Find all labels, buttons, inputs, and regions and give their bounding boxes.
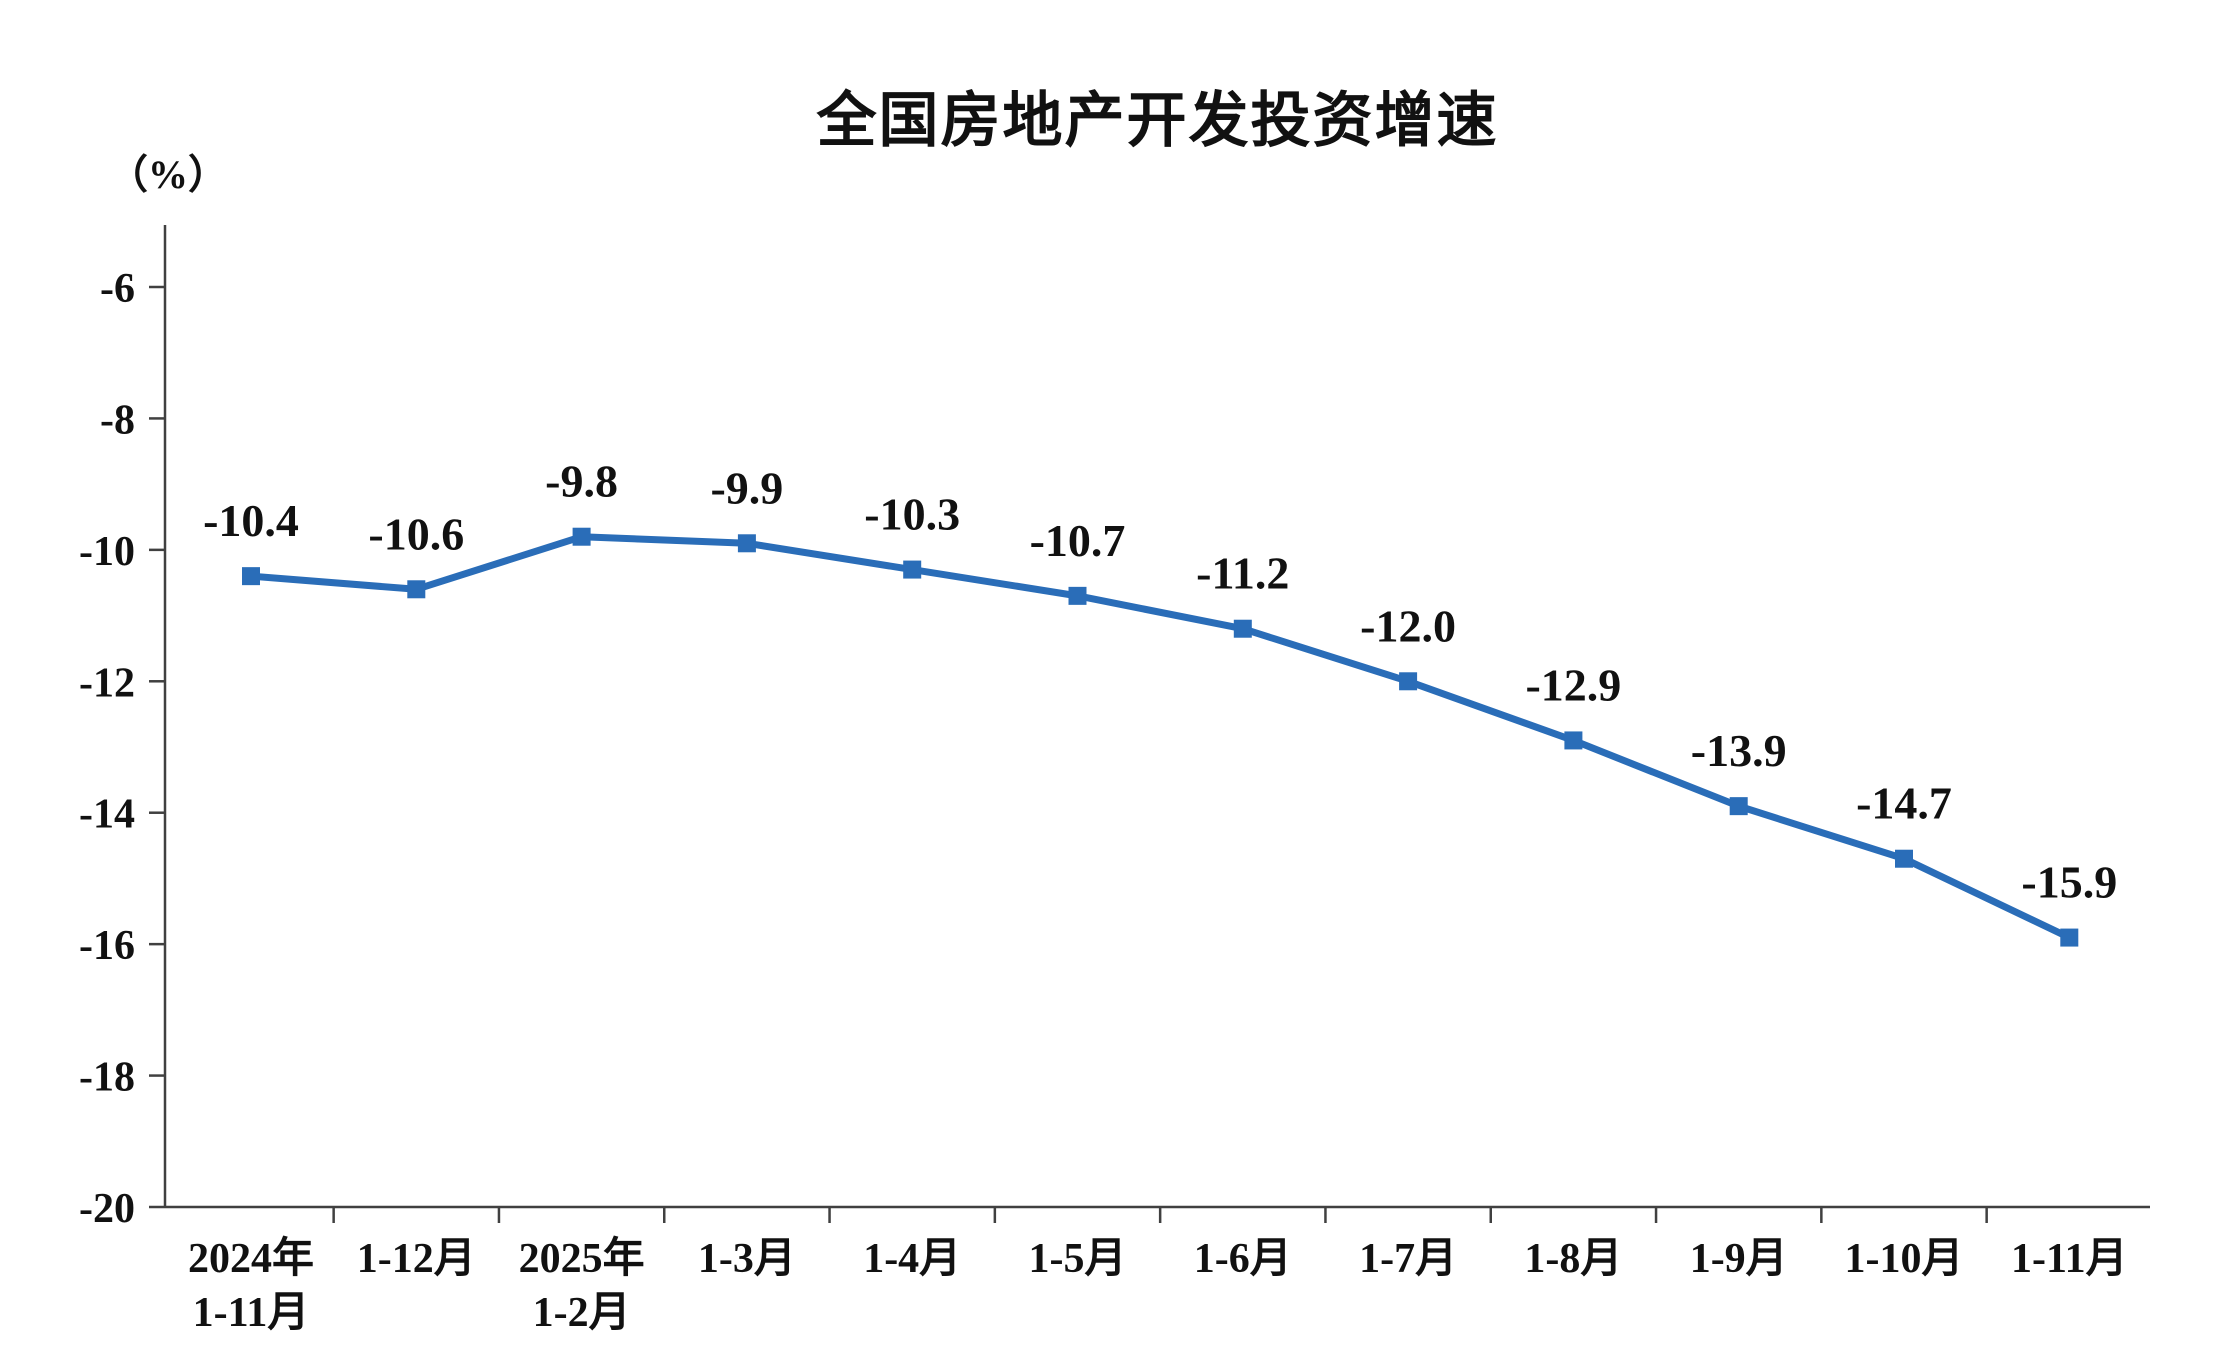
data-point-marker [737,534,756,553]
y-tick-label: -6 [100,266,135,312]
data-label: -10.7 [1030,515,1126,566]
x-category-label: 1-12月 [357,1236,476,1282]
x-category-label: 1-5月 [1029,1236,1127,1282]
x-category-label: 2024年 [188,1235,314,1282]
data-point-marker [1233,619,1252,638]
data-label: -12.0 [1360,600,1456,651]
y-tick-label: -16 [79,923,135,969]
data-label: -10.6 [368,508,464,559]
y-tick-label: -18 [79,1055,135,1101]
data-point-marker [572,527,591,546]
y-tick-label: -10 [79,529,135,575]
y-tick-label: -20 [79,1186,135,1232]
data-label: -10.4 [203,495,299,546]
data-label: -15.9 [2021,857,2117,908]
x-category-label: 1-8月 [1524,1236,1622,1282]
data-label: -12.9 [1525,659,1621,710]
x-category-label: 1-2月 [533,1290,631,1336]
y-tick-label: -8 [100,397,135,443]
data-point-marker [1564,731,1583,750]
data-label: -10.3 [864,489,960,540]
x-category-label: 1-11月 [193,1290,310,1336]
x-category-label: 1-3月 [698,1236,796,1282]
x-category-label: 2025年 [519,1235,645,1282]
x-category-label: 1-11月 [2011,1236,2128,1282]
y-tick-label: -12 [79,660,135,706]
x-category-label: 1-6月 [1194,1236,1292,1282]
data-label: -11.2 [1196,548,1289,599]
x-category-label: 1-4月 [863,1236,961,1282]
data-point-marker [2060,928,2079,947]
series-line [247,533,2073,942]
data-label: -14.7 [1856,778,1952,829]
data-point-marker [1399,672,1418,691]
data-point-marker [407,580,426,599]
x-category-label: 1-7月 [1359,1236,1457,1282]
data-point-marker [1895,849,1913,868]
data-label: -9.8 [545,456,618,507]
x-category-label: 1-9月 [1690,1236,1788,1282]
data-point-marker [1068,586,1087,605]
data-point-marker [242,567,260,586]
data-point-marker [1729,797,1748,816]
chart-title: 全国房地产开发投资增速 [816,87,1499,154]
data-label: -13.9 [1691,725,1787,776]
y-axis-unit-label: （%） [108,152,228,197]
y-tick-label: -14 [79,792,135,838]
x-category-label: 1-10月 [1845,1236,1964,1282]
data-point-marker [903,560,922,579]
data-label: -9.9 [710,462,783,513]
